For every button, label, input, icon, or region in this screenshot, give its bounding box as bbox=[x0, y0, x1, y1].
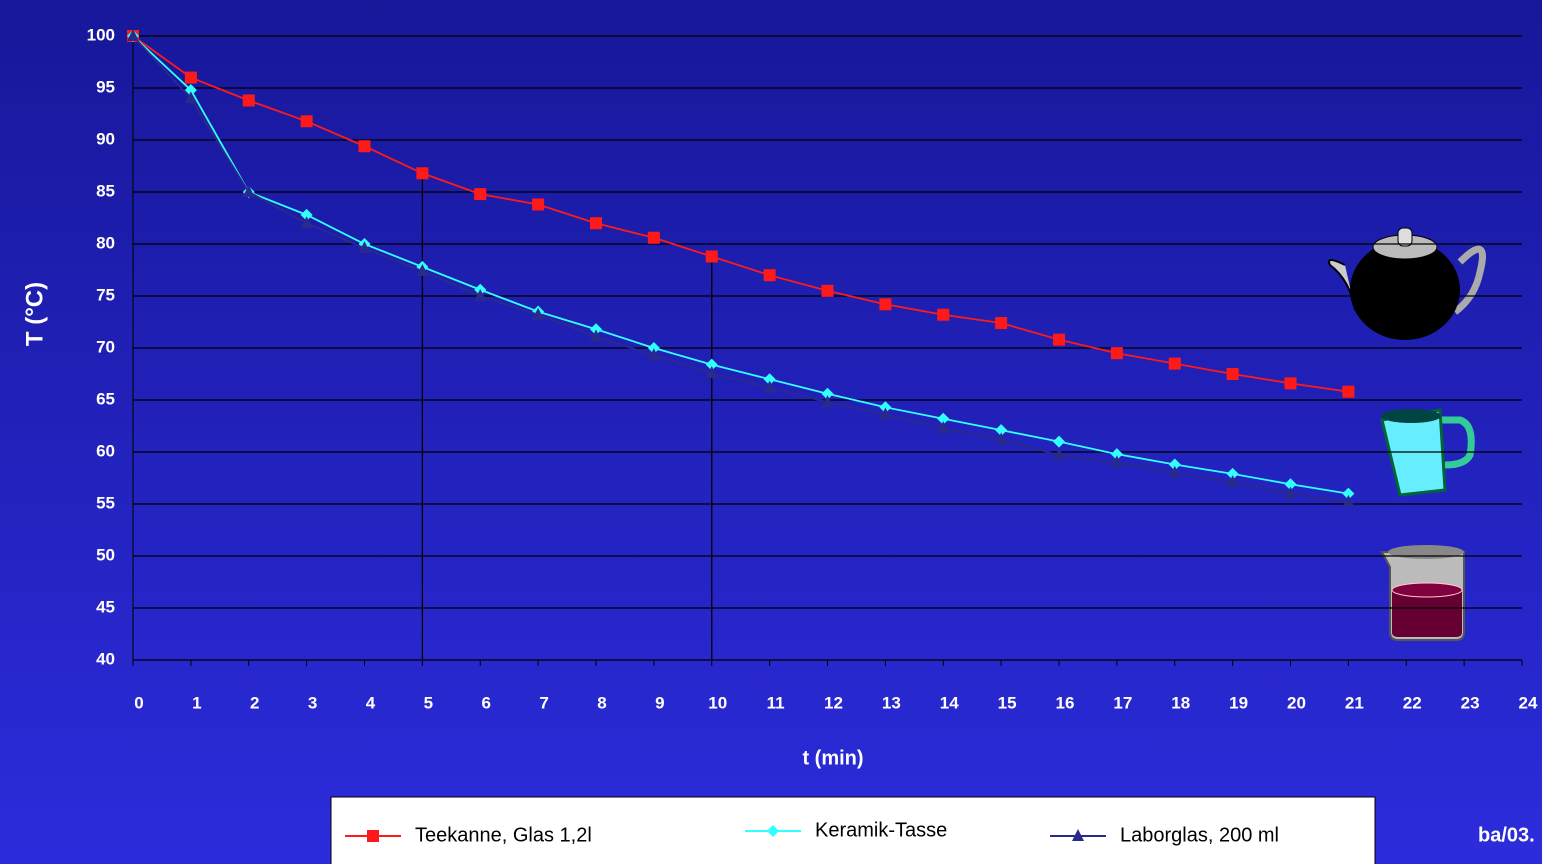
x-tick-label: 22 bbox=[1403, 693, 1422, 712]
background bbox=[0, 0, 1542, 864]
y-tick-label: 45 bbox=[96, 597, 115, 616]
legend-label: Teekanne, Glas 1,2l bbox=[415, 824, 592, 846]
x-tick-label: 11 bbox=[767, 693, 785, 712]
marker bbox=[1227, 368, 1239, 380]
annotation: ba/03. bbox=[1478, 824, 1535, 846]
marker bbox=[590, 217, 602, 229]
marker bbox=[532, 198, 544, 210]
x-tick-label: 16 bbox=[1056, 693, 1075, 712]
marker bbox=[301, 115, 313, 127]
y-axis-title: T (°C) bbox=[21, 282, 48, 346]
x-tick-label: 13 bbox=[882, 693, 901, 712]
x-tick-label: 20 bbox=[1287, 693, 1306, 712]
marker bbox=[1285, 377, 1297, 389]
y-tick-label: 70 bbox=[96, 337, 115, 356]
legend-label: Keramik-Tasse bbox=[815, 819, 947, 841]
marker bbox=[474, 188, 486, 200]
marker bbox=[185, 72, 197, 84]
x-tick-label: 5 bbox=[424, 693, 433, 712]
x-tick-label: 23 bbox=[1461, 693, 1480, 712]
marker bbox=[1111, 347, 1123, 359]
marker bbox=[359, 140, 371, 152]
marker bbox=[367, 830, 379, 842]
x-tick-label: 8 bbox=[597, 693, 606, 712]
y-tick-label: 65 bbox=[96, 389, 115, 408]
marker bbox=[1342, 386, 1354, 398]
y-tick-label: 100 bbox=[87, 25, 115, 44]
x-tick-label: 21 bbox=[1345, 693, 1364, 712]
y-tick-label: 75 bbox=[96, 285, 115, 304]
marker bbox=[243, 94, 255, 106]
marker bbox=[879, 298, 891, 310]
x-tick-label: 19 bbox=[1229, 693, 1248, 712]
marker bbox=[1053, 334, 1065, 346]
x-tick-label: 6 bbox=[482, 693, 491, 712]
x-tick-label: 2 bbox=[250, 693, 259, 712]
y-tick-label: 50 bbox=[96, 545, 115, 564]
x-tick-label: 10 bbox=[708, 693, 727, 712]
x-tick-label: 17 bbox=[1113, 693, 1132, 712]
x-tick-label: 15 bbox=[998, 693, 1017, 712]
x-tick-label: 9 bbox=[655, 693, 664, 712]
marker bbox=[937, 309, 949, 321]
x-tick-label: 3 bbox=[308, 693, 317, 712]
x-tick-label: 12 bbox=[824, 693, 843, 712]
marker bbox=[995, 317, 1007, 329]
x-tick-label: 0 bbox=[134, 693, 143, 712]
chart: T (°C) t (min) ba/03. 404550556065707580… bbox=[0, 0, 1542, 864]
marker bbox=[822, 285, 834, 297]
y-tick-label: 40 bbox=[96, 649, 115, 668]
x-axis-title: t (min) bbox=[802, 747, 863, 769]
x-tick-label: 1 bbox=[192, 693, 201, 712]
x-tick-label: 24 bbox=[1519, 693, 1538, 712]
y-tick-label: 60 bbox=[96, 441, 115, 460]
legend-label: Laborglas, 200 ml bbox=[1120, 824, 1279, 846]
marker bbox=[648, 232, 660, 244]
y-tick-label: 95 bbox=[96, 77, 115, 96]
marker bbox=[416, 167, 428, 179]
y-tick-label: 90 bbox=[96, 129, 115, 148]
marker bbox=[764, 269, 776, 281]
marker bbox=[1169, 358, 1181, 370]
beaker-icon bbox=[1382, 545, 1464, 640]
y-tick-label: 55 bbox=[96, 493, 115, 512]
x-tick-label: 14 bbox=[940, 693, 959, 712]
x-tick-label: 4 bbox=[366, 693, 376, 712]
x-tick-label: 7 bbox=[539, 693, 548, 712]
y-tick-label: 85 bbox=[96, 181, 115, 200]
y-tick-label: 80 bbox=[96, 233, 115, 252]
marker bbox=[706, 250, 718, 262]
page: T (°C) t (min) ba/03. 404550556065707580… bbox=[0, 0, 1542, 864]
x-tick-label: 18 bbox=[1171, 693, 1190, 712]
